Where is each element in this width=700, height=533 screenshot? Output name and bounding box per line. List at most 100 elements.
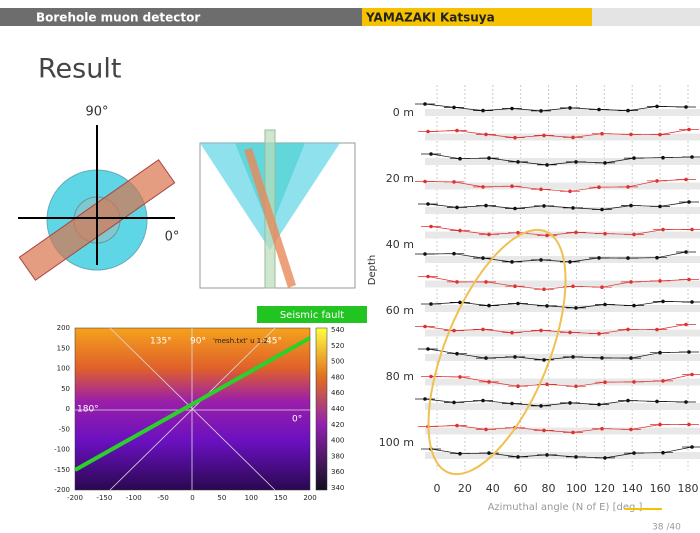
header-title: Borehole muon detector [36, 11, 200, 25]
x-axis-title: Azimuthal angle (N of E) [deg.] [488, 502, 643, 513]
angle-label: 90° [85, 105, 108, 120]
profile-line [427, 129, 690, 139]
colorbar-tick-label: 400 [331, 437, 344, 445]
x-tick-label: 100 [566, 482, 587, 495]
profile-line [424, 179, 687, 192]
x-tick-label: 50 [217, 494, 226, 502]
angle-label: 90° [190, 337, 206, 347]
depth-band [425, 231, 700, 239]
profile-line [427, 424, 690, 433]
colorbar-tick-label: 340 [331, 484, 344, 492]
profile-line [424, 251, 687, 263]
angle-label: 45° [266, 337, 282, 347]
y-tick-label: 200 [57, 324, 70, 332]
depth-band [425, 109, 700, 116]
header-author: YAMAZAKI Katsuya [365, 11, 495, 25]
profile-line [424, 324, 687, 335]
y-tick-label: 100 [57, 365, 70, 373]
fault-line [74, 336, 311, 472]
colorbar-tick-label: 380 [331, 452, 344, 460]
highlight-ellipse [427, 228, 567, 476]
header-bar-end [592, 8, 700, 26]
angle-label: 180° [77, 405, 99, 415]
angle-label: 135° [150, 337, 172, 347]
x-tick-label: 200 [303, 494, 316, 502]
depth-band [425, 182, 700, 190]
profile-line [430, 153, 693, 166]
profile-line [424, 103, 687, 112]
legend-text: 'mesh.txt' u 1:2 [213, 337, 268, 345]
x-tick-label: -100 [126, 494, 142, 502]
depth-band [425, 403, 700, 410]
colorbar-tick-label: 460 [331, 389, 344, 397]
x-tick-label: -150 [96, 494, 112, 502]
depth-band [425, 329, 700, 337]
depth-chart: Depth Azimuthal angle (N of E) [deg.] 0 2… [367, 80, 700, 513]
x-tick-label: 120 [594, 482, 615, 495]
depth-label: 60 m [386, 304, 414, 317]
colorbar-tick-label: 440 [331, 405, 344, 413]
y-tick-label: 150 [57, 344, 70, 352]
depth-band [425, 354, 700, 361]
angle-label: 0° [292, 415, 302, 425]
x-tick-label: 100 [245, 494, 258, 502]
x-tick-label: 160 [650, 482, 671, 495]
depth-band [425, 452, 700, 459]
depth-label: 40 m [386, 238, 414, 251]
x-tick-label: 0 [434, 482, 441, 495]
x-tick-label: 80 [542, 482, 556, 495]
heatmap: 135° 90° 'mesh.txt' u 1:2 45° 180° 0° Se… [54, 306, 367, 502]
colorbar [315, 327, 328, 491]
colorbar-tick-label: 480 [331, 373, 344, 381]
fault-badge [257, 306, 367, 323]
y-tick-label: 50 [61, 385, 70, 393]
fault-label: Seismic fault [280, 310, 344, 321]
page-number: 38 /40 [652, 523, 681, 533]
colorbar-tick-label: 420 [331, 421, 344, 429]
x-tick-label: 180 [678, 482, 699, 495]
y-tick-label: 0 [66, 405, 70, 413]
x-tick-label: 0 [190, 494, 194, 502]
profile-line [427, 348, 690, 361]
depth-band [425, 427, 700, 435]
header-bar-author [362, 8, 592, 26]
x-tick-label: 40 [486, 482, 500, 495]
depth-label: 20 m [386, 172, 414, 185]
colorbar-tick-label: 360 [331, 468, 344, 476]
profile-line [427, 201, 690, 210]
colorbar-tick-label: 520 [331, 342, 344, 350]
depth-band [425, 158, 700, 165]
x-tick-label: -50 [157, 494, 168, 502]
y-tick-label: -50 [59, 425, 70, 433]
cone-diagram [199, 129, 356, 289]
y-tick-label: -200 [54, 486, 70, 494]
x-tick-label: 150 [274, 494, 287, 502]
x-tick-label: 20 [458, 482, 472, 495]
profile-line [430, 374, 693, 387]
slide-title: Result [38, 54, 121, 85]
depth-label: 80 m [386, 370, 414, 383]
x-tick-label: 60 [514, 482, 528, 495]
y-tick-label: -100 [54, 446, 70, 454]
y-tick-label: -150 [54, 466, 70, 474]
header-bar [0, 8, 362, 26]
colorbar-tick-label: 540 [331, 326, 344, 334]
profile-line [430, 446, 693, 459]
y-axis-title: Depth [367, 255, 378, 285]
x-tick-label: 140 [622, 482, 643, 495]
depth-label: 100 m [379, 436, 414, 449]
angle-lines [75, 327, 310, 491]
profile-line [430, 301, 693, 309]
fault [244, 148, 296, 288]
depth-band [425, 280, 700, 288]
angle-label: 0° [165, 230, 180, 245]
profile-line [430, 226, 693, 236]
x-tick-label: -200 [67, 494, 83, 502]
profile-line [424, 398, 687, 407]
depth-band [425, 207, 700, 214]
depth-label: 0 m [393, 106, 414, 119]
profile-line [427, 276, 690, 290]
polar-diagram: 90° 0° [18, 105, 179, 281]
